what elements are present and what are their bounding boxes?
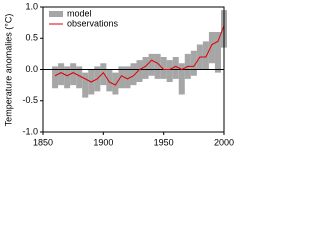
model-band [166,60,173,82]
model-band [148,53,155,76]
model-band [130,63,137,86]
model-band [160,57,167,79]
y-tick-label: 0.0 [25,64,38,74]
model-band [124,66,131,89]
model-band [208,32,215,64]
legend-swatch [49,11,63,17]
model-band [172,57,179,79]
x-tick-label: 1950 [154,137,174,147]
y-axis-label: Temperature anomalies (°C) [3,14,13,127]
legend-label: model [67,8,92,18]
model-band [82,72,89,98]
x-tick-label: 2000 [214,137,234,147]
model-band [178,63,185,95]
y-tick-label: 1.0 [25,1,38,11]
model-band [202,41,209,70]
y-tick-label: 0.5 [25,33,38,43]
x-tick-label: 1850 [33,137,53,147]
model-band [112,72,119,95]
model-band [190,50,197,76]
model-band [106,69,113,92]
chart: Temperature anomalies (°C) -1.0 -0.5 0.0 0.… [3,1,234,147]
model-band [118,66,125,89]
model-band [214,32,221,73]
model-band [64,66,71,89]
model-band [52,66,59,89]
model-band [58,63,65,86]
y-tick-label: -0.5 [22,95,38,105]
model-band [76,66,83,89]
model-band [136,60,143,82]
legend-label: observations [67,18,119,28]
model-band [70,63,77,86]
x-tick-label: 1900 [93,137,113,147]
y-tick-label: -1.0 [22,126,38,136]
model-band [154,53,161,79]
model-band [100,63,107,86]
model-band [142,57,149,79]
observations-line [54,25,225,86]
